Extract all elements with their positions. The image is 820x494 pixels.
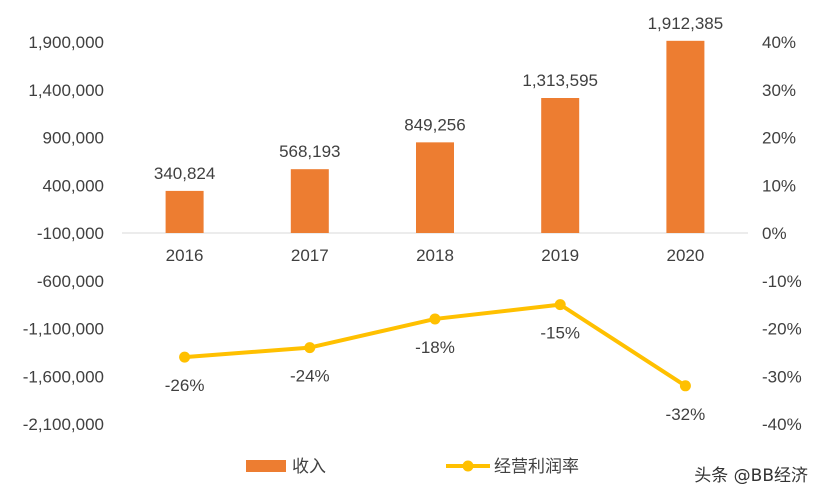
left-tick-label: 900,000 xyxy=(43,129,104,148)
legend-swatch-margin-marker xyxy=(462,460,474,472)
right-tick-label: -30% xyxy=(762,367,802,386)
legend-label-revenue: 收入 xyxy=(292,457,326,476)
category-label: 2018 xyxy=(416,246,454,265)
left-y-axis: 1,900,000 1,400,000 900,000 400,000 -100,000… xyxy=(23,33,104,434)
left-tick-label: -100,000 xyxy=(37,224,104,243)
category-label: 2019 xyxy=(541,246,579,265)
revenue-data-label: 849,256 xyxy=(404,115,465,134)
revenue-bar xyxy=(666,40,705,234)
revenue-bar xyxy=(290,169,329,233)
revenue-data-label: 1,313,595 xyxy=(522,71,598,90)
right-tick-label: 0% xyxy=(762,224,787,243)
revenue-bar xyxy=(541,98,580,233)
revenue-data-label: 568,193 xyxy=(279,142,340,161)
watermark: 头条 @BB经济 xyxy=(694,466,808,486)
revenue-bars xyxy=(165,40,705,234)
margin-data-label: -18% xyxy=(415,338,455,357)
right-y-axis: 40% 30% 20% 10% 0% -10% -20% -30% -40% xyxy=(762,33,802,434)
margin-data-label: -24% xyxy=(290,367,330,386)
legend-label-margin: 经营利润率 xyxy=(494,457,579,476)
margin-point xyxy=(679,380,691,392)
category-label: 2017 xyxy=(291,246,329,265)
left-tick-label: -1,600,000 xyxy=(23,367,104,386)
margin-point xyxy=(429,313,441,325)
revenue-data-label: 340,824 xyxy=(154,164,215,183)
margin-point xyxy=(179,351,191,363)
left-tick-label: 1,900,000 xyxy=(28,33,104,52)
margin-point xyxy=(304,342,316,354)
category-labels: 2016 2017 2018 2019 2020 xyxy=(166,246,705,265)
revenue-data-label: 1,912,385 xyxy=(648,14,724,33)
left-tick-label: -2,100,000 xyxy=(23,415,104,434)
right-tick-label: -10% xyxy=(762,272,802,291)
left-tick-label: 400,000 xyxy=(43,176,104,195)
right-tick-label: -20% xyxy=(762,320,802,339)
margin-data-label: -26% xyxy=(165,376,205,395)
revenue-bar xyxy=(165,190,204,233)
margin-points xyxy=(179,299,691,392)
category-label: 2020 xyxy=(666,246,704,265)
margin-point xyxy=(554,299,566,311)
category-label: 2016 xyxy=(166,246,204,265)
margin-point-labels: -26% -24% -18% -15% -32% xyxy=(165,324,705,424)
margin-data-label: -32% xyxy=(666,405,706,424)
right-tick-label: 20% xyxy=(762,129,796,148)
right-tick-label: 10% xyxy=(762,176,796,195)
right-tick-label: -40% xyxy=(762,415,802,434)
left-tick-label: -600,000 xyxy=(37,272,104,291)
left-tick-label: 1,400,000 xyxy=(28,81,104,100)
revenue-bar-labels: 340,824 568,193 849,256 1,313,595 1,912,385 xyxy=(154,14,723,183)
legend: 收入 经营利润率 xyxy=(246,457,579,476)
legend-swatch-revenue xyxy=(246,460,286,472)
margin-data-label: -15% xyxy=(540,324,580,343)
right-tick-label: 30% xyxy=(762,81,796,100)
left-tick-label: -1,100,000 xyxy=(23,320,104,339)
right-tick-label: 40% xyxy=(762,33,796,52)
revenue-bar xyxy=(416,142,454,233)
